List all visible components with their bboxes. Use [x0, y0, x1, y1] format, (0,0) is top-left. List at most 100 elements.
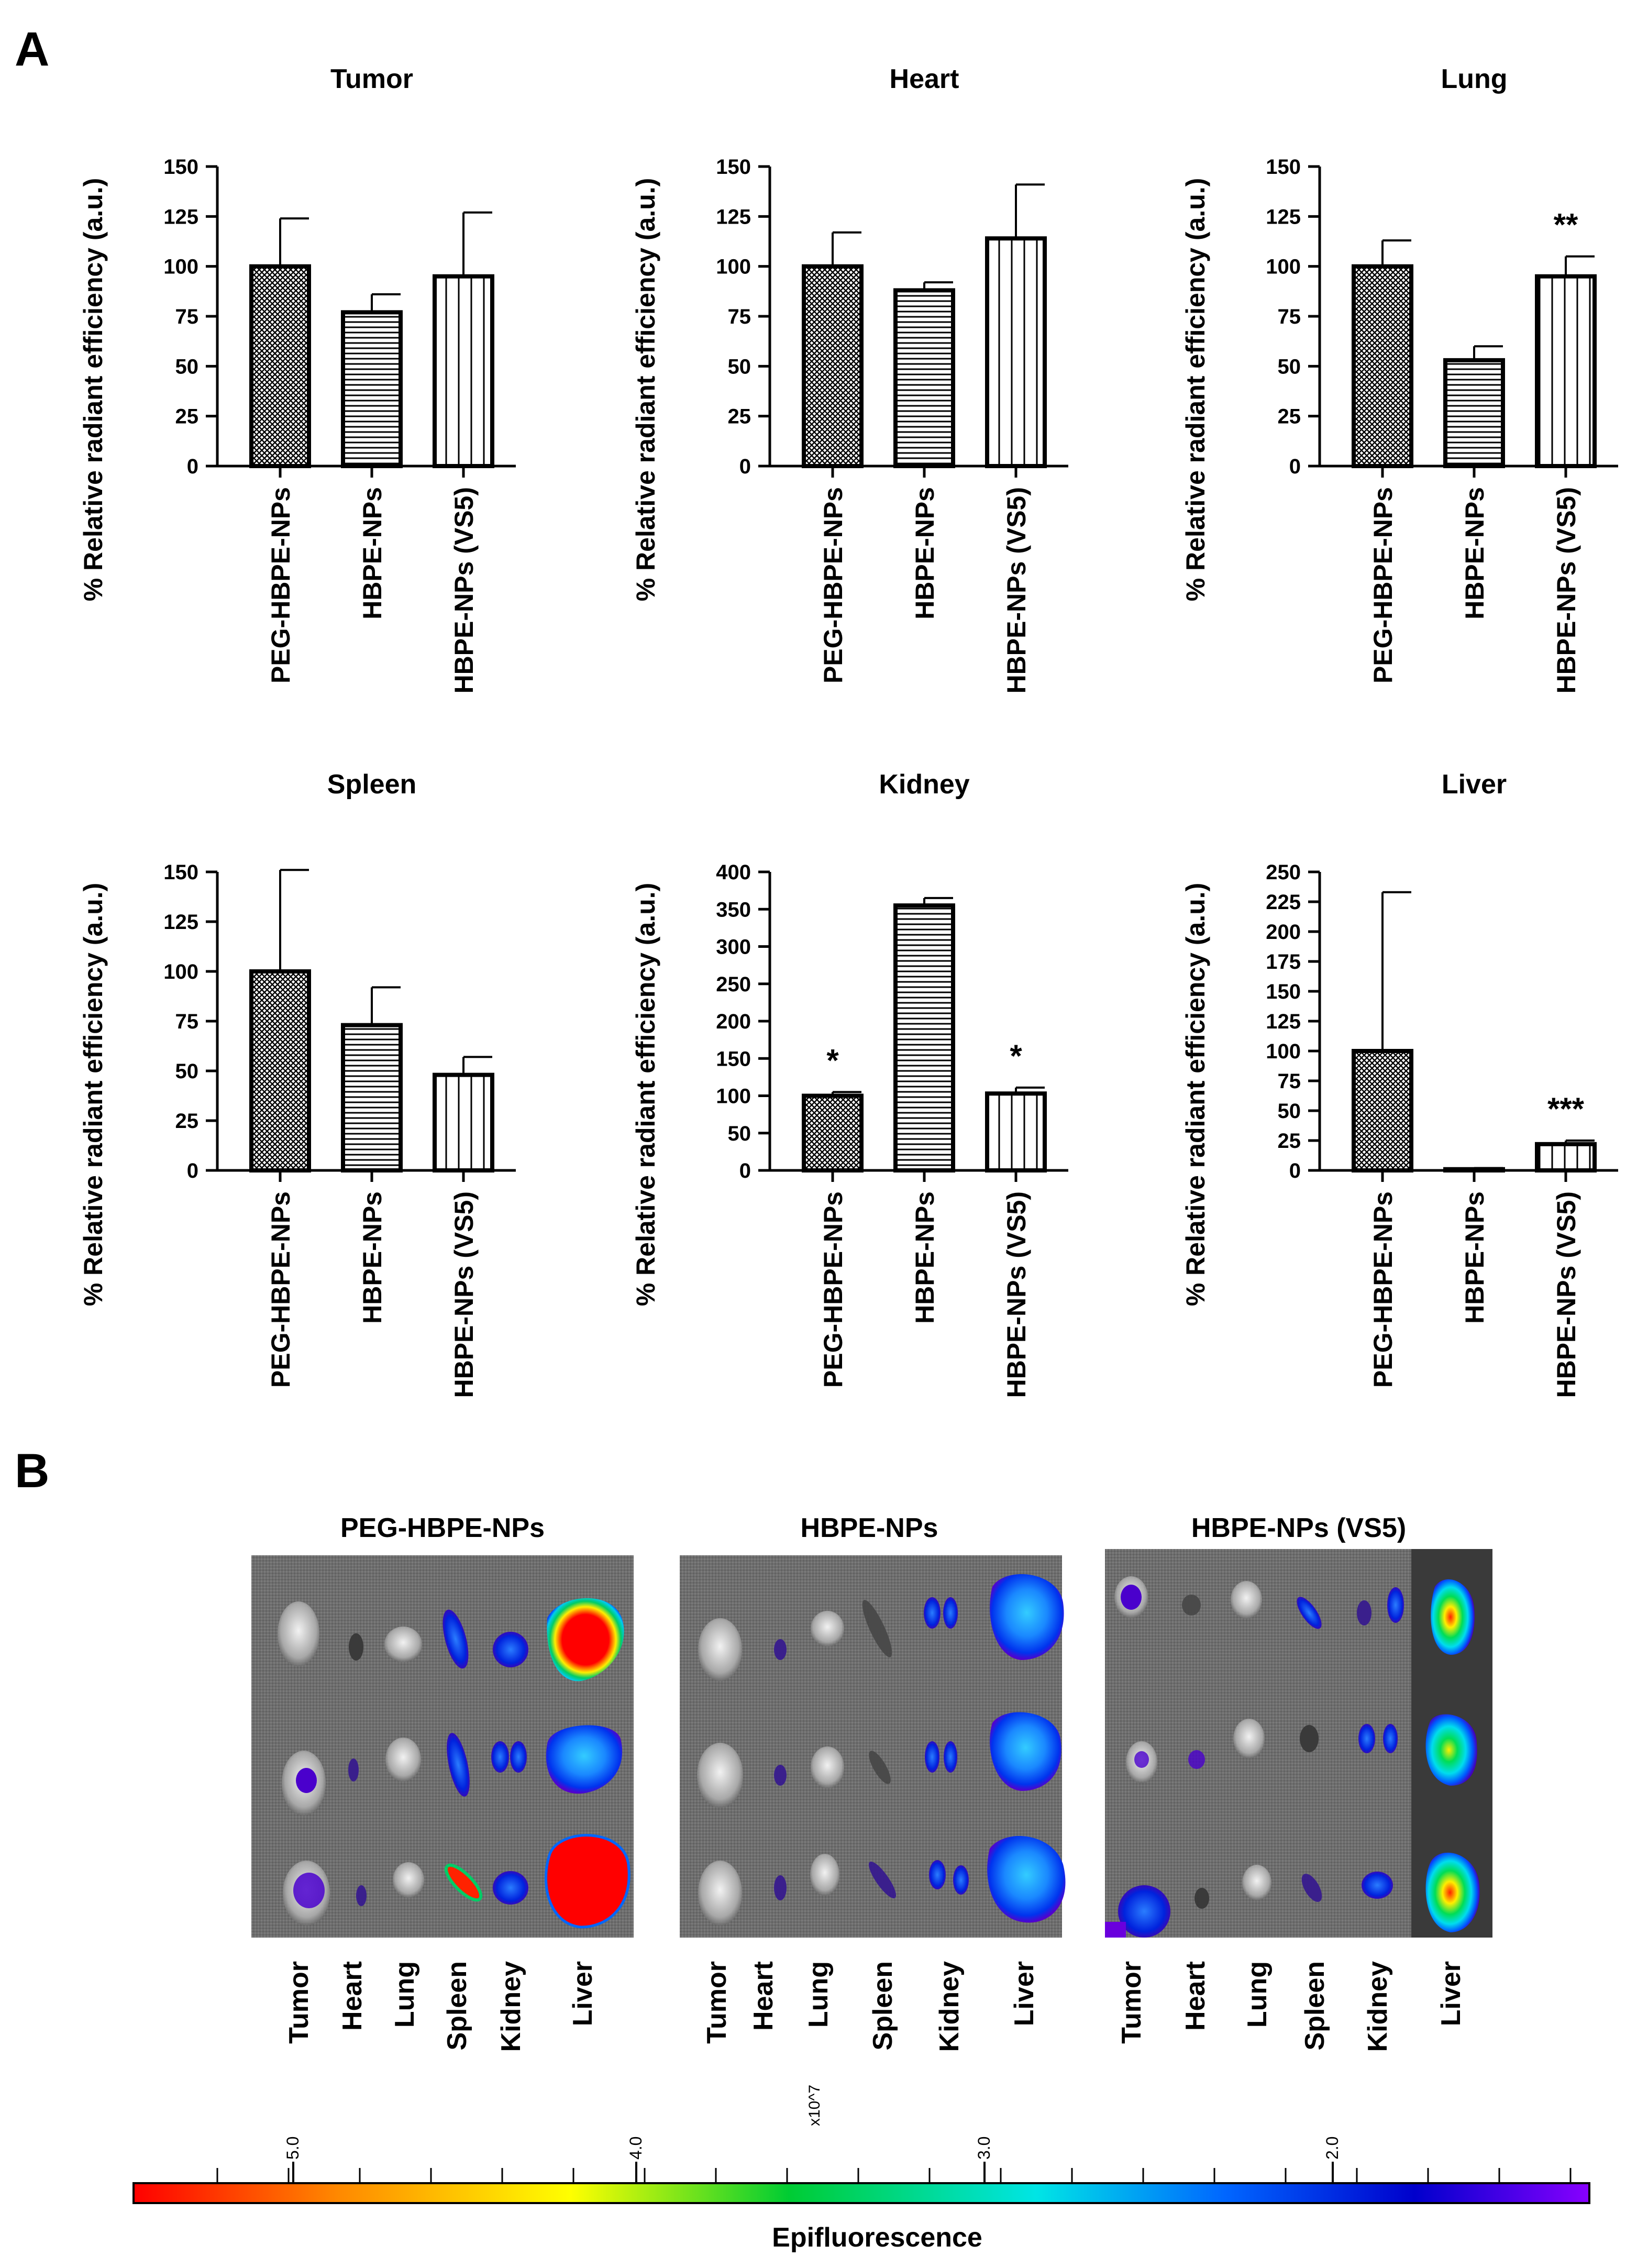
y-tick-label: 125: [716, 205, 751, 228]
y-tick-label: 0: [187, 455, 198, 478]
colorbar-gradient: [132, 2182, 1590, 2204]
y-axis-label: % Relative radiant efficiency (a.u.): [1181, 178, 1210, 602]
fluorescence-image-hbpe-nps: [680, 1555, 1066, 1938]
y-tick-label: 150: [716, 156, 751, 179]
bar-hbpe-nps-vs5: [1535, 1142, 1597, 1173]
organ-label-tumor: Tumor: [702, 1961, 732, 2044]
bar-peg-hbpe-nps: [802, 1093, 864, 1172]
x-tick-label: PEG-HBPE-NPs: [818, 1191, 848, 1388]
y-axis-label: % Relative radiant efficiency (a.u.): [1181, 883, 1210, 1307]
y-tick-label: 250: [716, 973, 751, 996]
organ-label-kidney: Kidney: [934, 1961, 965, 2052]
imaging-title-peg-hbpe-nps: PEG-HBPE-NPs: [340, 1513, 545, 1543]
y-tick-label: 0: [187, 1159, 198, 1182]
organ-label-lung: Lung: [803, 1961, 834, 2028]
bar-hbpe-nps: [893, 288, 955, 469]
y-tick-label: 100: [163, 256, 198, 279]
x-tick-label: HBPE-NPs: [1460, 1191, 1489, 1324]
chart-kidney: Kidney % Relative radiant efficiency (a.u…: [631, 769, 1068, 1398]
significance-marker: ***: [1547, 1091, 1585, 1126]
x-tick-label: PEG-HBPE-NPs: [266, 487, 295, 683]
y-tick-label: 400: [716, 861, 751, 884]
y-tick-label: 25: [728, 405, 751, 428]
organ-label-kidney: Kidney: [1363, 1961, 1393, 2052]
organ-label-heart: Heart: [1180, 1961, 1211, 2031]
y-tick-label: 75: [728, 305, 751, 328]
x-tick-label: PEG-HBPE-NPs: [266, 1191, 295, 1388]
fluorescence-image-hbpe-nps-vs5: [1105, 1549, 1492, 1938]
bar-peg-hbpe-nps: [249, 969, 311, 1172]
x-tick-label: HBPE-NPs (VS5): [1002, 487, 1031, 694]
y-tick-label: 50: [1278, 355, 1301, 378]
y-tick-label: 50: [1278, 1100, 1301, 1123]
x-tick-label: PEG-HBPE-NPs: [1368, 487, 1398, 683]
x-tick-label: PEG-HBPE-NPs: [818, 487, 848, 683]
y-tick-label: 25: [175, 405, 199, 428]
y-axis-label: % Relative radiant efficiency (a.u.): [631, 178, 660, 602]
bar-peg-hbpe-nps: [1352, 1049, 1413, 1172]
y-tick-label: 300: [716, 936, 751, 959]
y-tick-label: 175: [1266, 950, 1301, 973]
y-tick-label: 125: [1266, 1010, 1301, 1033]
organ-label-tumor: Tumor: [284, 1961, 314, 2044]
significance-marker: *: [826, 1043, 839, 1078]
y-tick-label: 350: [716, 898, 751, 921]
chart-title: Liver: [1442, 769, 1507, 800]
bar-hbpe-nps-vs5: [985, 236, 1047, 468]
y-tick-label: 150: [1266, 980, 1301, 1003]
y-tick-label: 25: [175, 1110, 199, 1133]
bar-hbpe-nps-vs5: [433, 1072, 494, 1173]
x-tick-label: HBPE-NPs: [910, 487, 939, 619]
y-axis-label: % Relative radiant efficiency (a.u.): [79, 883, 108, 1307]
bar-peg-hbpe-nps: [249, 264, 311, 468]
y-tick-label: 0: [739, 1159, 751, 1182]
imaging-panel: PEG-HBPE-NPs HBPE-NPs HBPE-NPs (VS5): [251, 1513, 1492, 2052]
organ-label-spleen: Spleen: [1300, 1961, 1330, 2051]
x-tick-label: HBPE-NPs: [910, 1191, 939, 1324]
x-tick-label: HBPE-NPs: [1460, 487, 1489, 619]
y-axis-label: % Relative radiant efficiency (a.u.): [79, 178, 108, 602]
y-tick-label: 75: [1278, 305, 1301, 328]
y-tick-label: 75: [1278, 1070, 1301, 1093]
chart-tumor: Tumor % Relative radiant efficiency (a.u.…: [79, 64, 516, 694]
significance-marker: *: [1010, 1038, 1022, 1074]
x-tick-label: HBPE-NPs (VS5): [1552, 1191, 1581, 1398]
bar-hbpe-nps: [341, 1023, 403, 1172]
y-tick-label: 100: [1266, 256, 1301, 279]
colorbar-tick-label: 2.0: [1323, 2137, 1342, 2160]
bar-peg-hbpe-nps: [802, 264, 864, 468]
chart-heart: Heart % Relative radiant efficiency (a.u.…: [631, 64, 1068, 694]
colorbar-scale-label: x10^7: [806, 2085, 823, 2126]
chart-spleen: Spleen % Relative radiant efficiency (a.u…: [79, 769, 516, 1398]
chart-lung: Lung % Relative radiant efficiency (a.u.)…: [1181, 64, 1618, 694]
x-tick-label: HBPE-NPs (VS5): [1002, 1191, 1031, 1398]
y-tick-label: 150: [716, 1047, 751, 1070]
colorbar-label: Epifluorescence: [772, 2222, 982, 2253]
y-tick-label: 50: [175, 355, 199, 378]
bar-hbpe-nps-vs5: [985, 1091, 1047, 1173]
x-tick-label: HBPE-NPs: [358, 487, 387, 619]
y-tick-label: 125: [1266, 205, 1301, 228]
y-tick-label: 200: [716, 1010, 751, 1033]
imaging-title-hbpe-nps-vs5: HBPE-NPs (VS5): [1191, 1513, 1406, 1543]
y-tick-label: 50: [728, 1122, 751, 1145]
colorbar-ticks: [216, 2168, 1572, 2183]
colorbar-tick-label: 4.0: [626, 2137, 645, 2160]
y-tick-label: 0: [1289, 455, 1301, 478]
organ-label-heart: Heart: [337, 1961, 368, 2031]
chart-title: Tumor: [330, 64, 413, 94]
y-tick-label: 100: [716, 256, 751, 279]
organ-labels: Tumor Heart Lung Spleen Kidney Liver Tumor Hear…: [284, 1961, 1466, 2052]
y-tick-label: 250: [1266, 861, 1301, 884]
x-tick-label: HBPE-NPs (VS5): [449, 1191, 479, 1398]
y-axis-label: % Relative radiant efficiency (a.u.): [631, 883, 660, 1307]
x-tick-label: HBPE-NPs (VS5): [449, 487, 479, 694]
organ-label-tumor: Tumor: [1116, 1961, 1147, 2044]
chart-liver: Liver % Relative radiant efficiency (a.u.…: [1181, 769, 1618, 1398]
y-tick-label: 125: [163, 205, 198, 228]
organ-label-lung: Lung: [390, 1961, 420, 2028]
y-tick-label: 0: [1289, 1159, 1301, 1182]
organ-label-liver: Liver: [1009, 1961, 1039, 2026]
y-tick-label: 50: [175, 1060, 199, 1083]
